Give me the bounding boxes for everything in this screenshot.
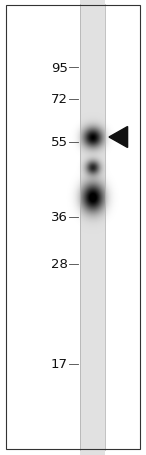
Text: 28: 28 [51, 258, 68, 271]
Text: 17: 17 [51, 358, 68, 371]
Text: 36: 36 [51, 211, 68, 224]
Polygon shape [109, 127, 128, 148]
Text: 72: 72 [51, 93, 68, 106]
Text: 55: 55 [51, 136, 68, 149]
Text: 95: 95 [51, 61, 68, 74]
